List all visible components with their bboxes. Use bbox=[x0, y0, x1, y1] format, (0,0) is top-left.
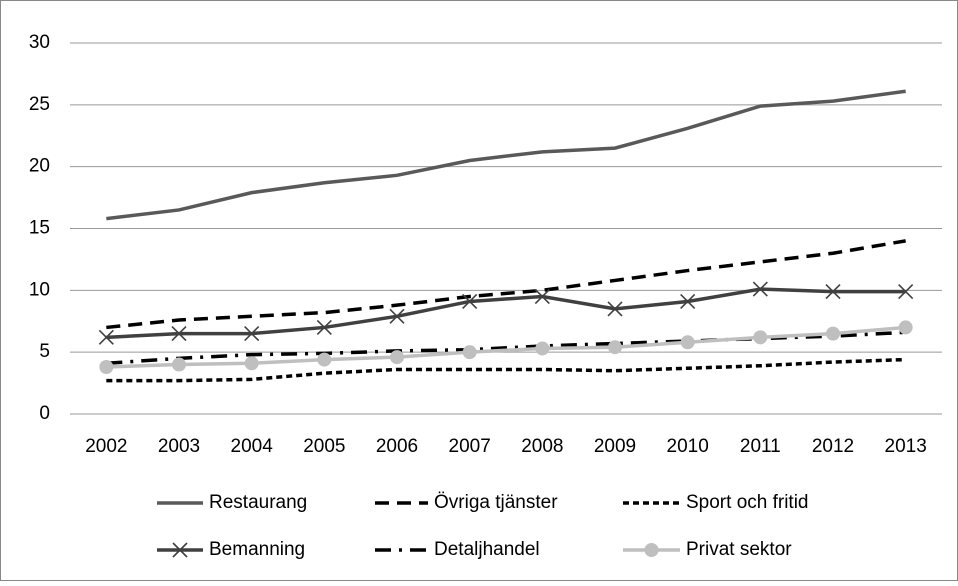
marker bbox=[98, 329, 114, 345]
legend-label: Privat sektor bbox=[686, 539, 792, 560]
series-line bbox=[106, 357, 906, 383]
x-tick-label: 2004 bbox=[231, 436, 274, 457]
legend-label: Detaljhandel bbox=[434, 539, 540, 560]
series-line bbox=[106, 287, 906, 340]
x-tick-label: 2002 bbox=[85, 436, 127, 457]
marker bbox=[535, 341, 550, 356]
marker bbox=[753, 330, 768, 345]
x-tick-label: 2006 bbox=[376, 436, 418, 457]
marker bbox=[389, 308, 405, 324]
marker bbox=[825, 284, 841, 300]
marker bbox=[607, 301, 623, 317]
legend-label: Bemanning bbox=[209, 539, 305, 560]
marker bbox=[244, 326, 260, 342]
marker bbox=[316, 319, 332, 335]
marker bbox=[898, 320, 913, 335]
series-line bbox=[106, 89, 906, 221]
marker bbox=[680, 293, 696, 310]
x-tick-label: 2012 bbox=[812, 436, 854, 457]
marker bbox=[99, 360, 114, 375]
series-line bbox=[106, 239, 906, 330]
x-tick-label: 2008 bbox=[521, 436, 563, 457]
x-tick-label: 2007 bbox=[449, 436, 491, 457]
y-tick-label: 15 bbox=[29, 218, 50, 239]
marker bbox=[462, 293, 478, 310]
y-tick-label: 10 bbox=[29, 279, 50, 300]
y-tick-label: 20 bbox=[29, 156, 50, 177]
marker bbox=[172, 542, 188, 558]
marker bbox=[680, 335, 695, 350]
legend-label: Övriga tjänster bbox=[434, 492, 558, 513]
marker bbox=[462, 345, 477, 360]
marker bbox=[644, 543, 659, 557]
y-tick-label: 0 bbox=[39, 403, 50, 424]
marker bbox=[826, 326, 840, 341]
x-tick-label: 2010 bbox=[667, 436, 709, 457]
legend-label: Sport och fritid bbox=[686, 492, 809, 513]
marker bbox=[608, 340, 622, 355]
marker bbox=[244, 356, 259, 371]
x-tick-label: 2003 bbox=[158, 436, 200, 457]
marker bbox=[171, 326, 187, 342]
marker bbox=[172, 357, 186, 372]
marker bbox=[534, 288, 550, 305]
marker bbox=[317, 352, 332, 367]
y-tick-label: 25 bbox=[29, 94, 50, 115]
x-tick-label: 2005 bbox=[303, 436, 345, 457]
x-tick-label: 2013 bbox=[885, 436, 927, 457]
x-tick-label: 2009 bbox=[594, 436, 636, 457]
marker bbox=[390, 350, 404, 365]
series-line bbox=[106, 325, 906, 369]
marker bbox=[752, 281, 768, 297]
y-tick-label: 5 bbox=[39, 341, 50, 362]
legend-label: Restaurang bbox=[209, 492, 307, 513]
marker bbox=[898, 284, 914, 300]
y-tick-label: 30 bbox=[29, 32, 50, 53]
x-tick-label: 2011 bbox=[740, 436, 781, 457]
